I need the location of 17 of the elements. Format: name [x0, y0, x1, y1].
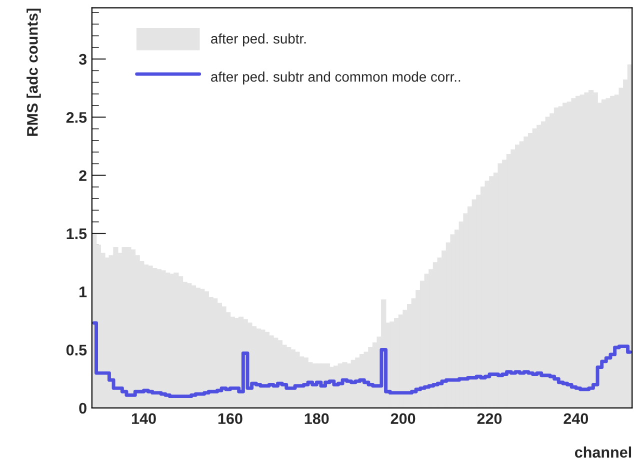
- y-axis-title: RMS [adc counts]: [26, 8, 41, 136]
- y-tick-label: 1: [80, 286, 87, 298]
- y-tick-label: 0: [79, 402, 86, 414]
- y-tick-label: 3: [78, 54, 87, 65]
- legend-label: after ped. subtr and common mode corr..: [211, 72, 460, 84]
- x-tick-label: 240: [564, 413, 588, 424]
- x-tick-label: 160: [218, 413, 242, 424]
- x-tick-label: 140: [132, 413, 156, 424]
- x-tick-label: 180: [304, 413, 329, 424]
- x-axis-title: channel: [574, 446, 632, 458]
- y-tick-label: 2: [79, 170, 86, 181]
- y-tick-label: 1.5: [66, 228, 87, 240]
- x-tick-label: 200: [390, 413, 416, 424]
- legend-label: after ped. subtr.: [211, 33, 306, 46]
- y-tick-label: 0.5: [66, 344, 87, 356]
- y-tick-label: 2.5: [66, 112, 87, 123]
- x-tick-label: 220: [477, 413, 502, 424]
